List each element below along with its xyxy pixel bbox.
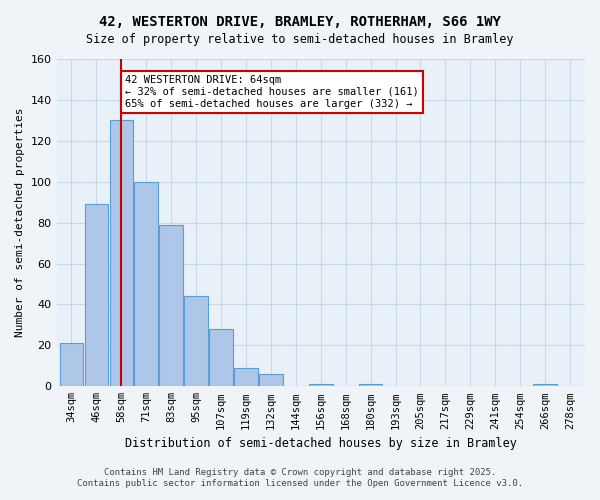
Y-axis label: Number of semi-detached properties: Number of semi-detached properties xyxy=(15,108,25,338)
Bar xyxy=(110,120,133,386)
Bar xyxy=(259,374,283,386)
Bar xyxy=(209,329,233,386)
Bar xyxy=(309,384,332,386)
Bar xyxy=(59,344,83,386)
Bar xyxy=(533,384,557,386)
Bar xyxy=(234,368,258,386)
Bar xyxy=(359,384,382,386)
Text: Contains HM Land Registry data © Crown copyright and database right 2025.
Contai: Contains HM Land Registry data © Crown c… xyxy=(77,468,523,487)
Bar xyxy=(184,296,208,386)
Bar xyxy=(160,224,183,386)
Text: 42, WESTERTON DRIVE, BRAMLEY, ROTHERHAM, S66 1WY: 42, WESTERTON DRIVE, BRAMLEY, ROTHERHAM,… xyxy=(99,15,501,29)
Bar xyxy=(85,204,108,386)
X-axis label: Distribution of semi-detached houses by size in Bramley: Distribution of semi-detached houses by … xyxy=(125,437,517,450)
Bar xyxy=(134,182,158,386)
Text: 42 WESTERTON DRIVE: 64sqm
← 32% of semi-detached houses are smaller (161)
65% of: 42 WESTERTON DRIVE: 64sqm ← 32% of semi-… xyxy=(125,76,419,108)
Text: Size of property relative to semi-detached houses in Bramley: Size of property relative to semi-detach… xyxy=(86,32,514,46)
